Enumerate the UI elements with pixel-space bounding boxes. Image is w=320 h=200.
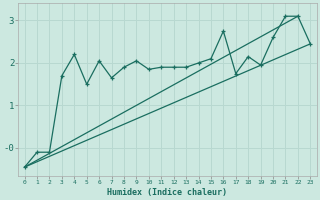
X-axis label: Humidex (Indice chaleur): Humidex (Indice chaleur) — [108, 188, 228, 197]
